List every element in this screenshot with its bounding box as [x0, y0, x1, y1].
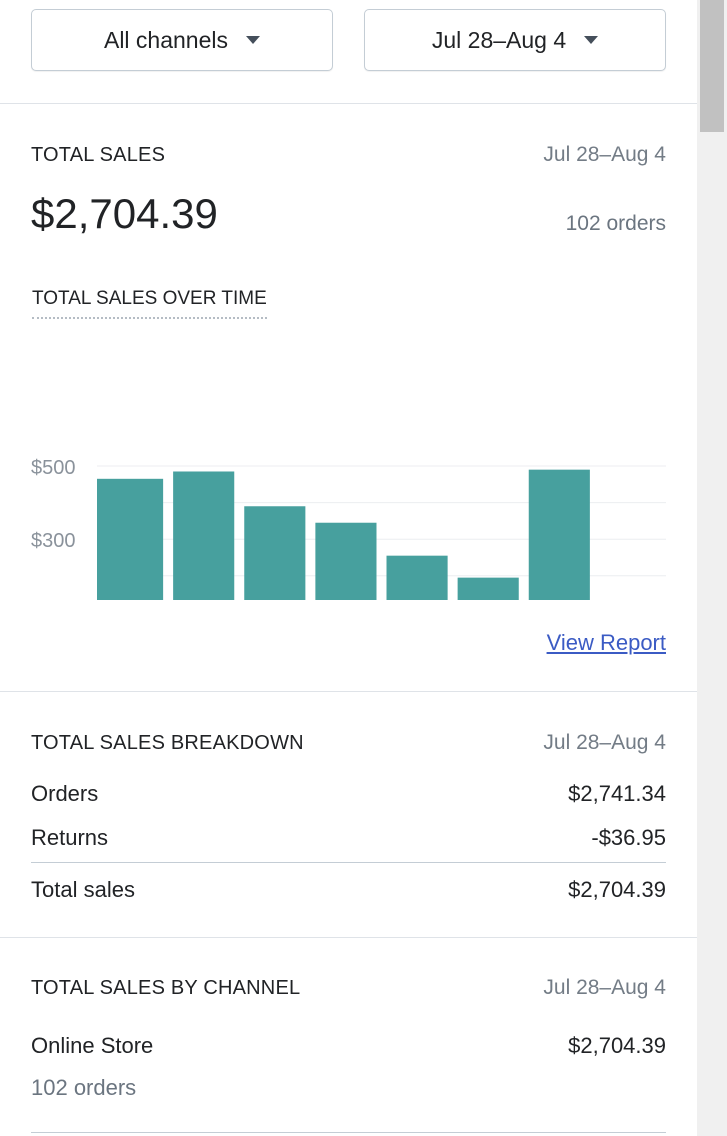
card-date-range: Jul 28–Aug 4	[543, 976, 666, 999]
view-report-link[interactable]: View Report	[546, 630, 666, 655]
caret-down-icon	[246, 36, 261, 44]
card-date-range: Jul 28–Aug 4	[543, 731, 666, 754]
total-sales-amount: $2,704.39	[31, 190, 218, 237]
chart-bar-jul-31	[315, 522, 377, 600]
analytics-panel: All channels Jul 28–Aug 4 TOTAL SALES Ju…	[0, 0, 697, 1136]
total-sales-card: TOTAL SALES Jul 28–Aug 4 $2,704.39 102 o…	[0, 104, 697, 692]
breakdown-row-label: Returns	[31, 825, 109, 850]
channel-filter-label: All channels	[103, 26, 229, 53]
channel-orders-count: 102 orders	[31, 1075, 137, 1100]
breakdown-row-value: $2,741.34	[568, 781, 666, 806]
card-heading: TOTAL SALES	[31, 144, 166, 166]
chart-bar-jul-28	[97, 478, 164, 600]
scrollbar-thumb[interactable]	[700, 0, 724, 132]
divider	[31, 1132, 666, 1133]
chart-bar-aug-3	[528, 469, 590, 600]
card-date-range: Jul 28–Aug 4	[543, 143, 666, 166]
sales-breakdown-card: TOTAL SALES BREAKDOWN Jul 28–Aug 4 Order…	[0, 692, 697, 938]
scrollbar[interactable]	[697, 0, 727, 1136]
caret-down-icon	[584, 36, 599, 44]
date-range-dropdown[interactable]: Jul 28–Aug 4	[364, 9, 666, 71]
breakdown-row-value: -$36.95	[591, 825, 666, 850]
card-heading: TOTAL SALES BY CHANNEL	[31, 977, 301, 999]
date-range-label: Jul 28–Aug 4	[431, 26, 567, 53]
card-heading: TOTAL SALES BREAKDOWN	[31, 732, 304, 754]
chart-bar-aug-2	[457, 577, 519, 600]
channel-sales-value: $2,704.39	[568, 1033, 666, 1058]
channel-filter-dropdown[interactable]: All channels	[31, 9, 333, 71]
orders-count: 102 orders	[565, 212, 666, 235]
channel-name: Online Store	[31, 1033, 154, 1058]
breakdown-total-value: $2,704.39	[568, 877, 666, 902]
chart-bar-aug-1	[386, 555, 448, 600]
breakdown-row-label: Orders	[31, 781, 99, 806]
breakdown-total-label: Total sales	[31, 877, 135, 902]
sales-bar-chart: $500$300$100Jul 28Jul 30Aug 2Aug 4	[31, 457, 666, 600]
filter-bar: All channels Jul 28–Aug 4	[0, 0, 697, 104]
sales-by-channel-card: TOTAL SALES BY CHANNEL Jul 28–Aug 4 Onli…	[0, 938, 697, 1136]
y-tick-label: $500	[31, 457, 76, 479]
chart-bar-jul-30	[244, 506, 306, 600]
y-tick-label: $300	[31, 530, 76, 552]
divider	[31, 862, 666, 863]
chart-bar-jul-29	[173, 471, 235, 600]
chart-heading-link[interactable]: TOTAL SALES OVER TIME	[32, 288, 267, 319]
